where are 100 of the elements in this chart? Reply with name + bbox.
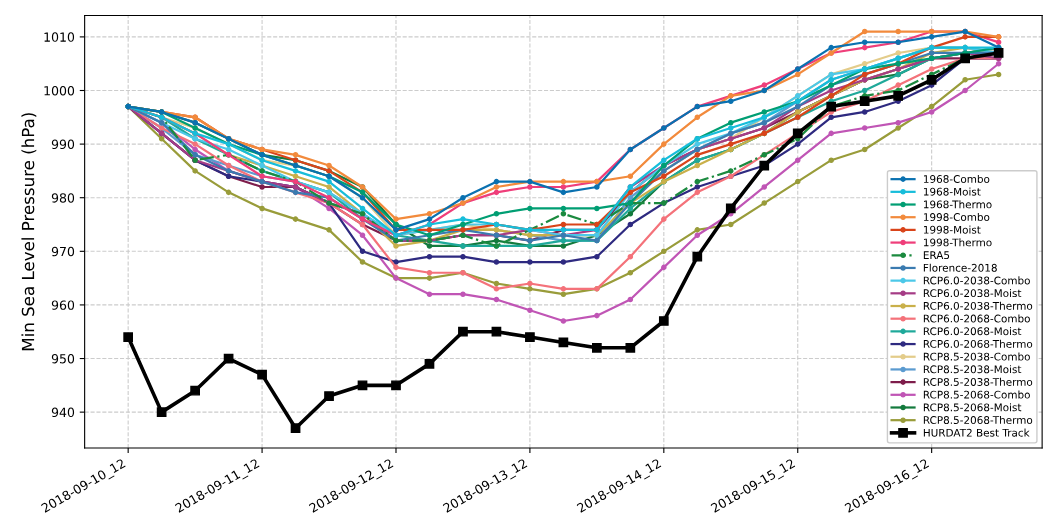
legend-label: RCP8.5-2038-Thermo xyxy=(923,377,1033,386)
point xyxy=(828,157,834,163)
point xyxy=(694,189,701,196)
point xyxy=(560,221,567,228)
point xyxy=(594,205,600,212)
legend-label: RCP8.5-2038-Combo xyxy=(923,352,1030,361)
legend-label: RCP6.0-2038-Moist xyxy=(923,289,1022,298)
point xyxy=(627,173,634,180)
legend-label: 1968-Moist xyxy=(923,187,981,196)
point xyxy=(326,227,332,233)
point xyxy=(560,259,567,265)
point xyxy=(895,50,901,56)
point xyxy=(794,157,801,163)
point xyxy=(560,318,567,324)
point xyxy=(861,60,868,67)
point xyxy=(426,269,433,276)
point xyxy=(560,286,567,292)
point xyxy=(426,253,433,260)
point xyxy=(527,286,533,292)
point xyxy=(393,259,399,265)
point xyxy=(460,253,466,260)
point xyxy=(527,205,533,212)
point xyxy=(895,125,901,131)
legend-label: Florence-2018 xyxy=(923,263,997,272)
point xyxy=(426,243,433,249)
point xyxy=(391,380,401,391)
y-axis-title: Min Sea Level Pressure (hPa) xyxy=(21,113,37,351)
point xyxy=(393,216,399,222)
point xyxy=(326,162,332,169)
point xyxy=(292,152,299,158)
point xyxy=(761,200,768,206)
point xyxy=(527,184,533,190)
point xyxy=(928,109,935,115)
point xyxy=(658,316,669,326)
legend-label: 1998-Moist xyxy=(923,225,981,234)
point xyxy=(326,184,332,190)
point xyxy=(694,152,701,158)
legend-label: RCP6.0-2038-Thermo xyxy=(923,301,1033,310)
point xyxy=(727,168,734,174)
point xyxy=(625,342,636,353)
point xyxy=(192,168,198,174)
point xyxy=(895,82,901,88)
point xyxy=(460,216,466,222)
point xyxy=(158,135,165,142)
legend-label: 1998-Combo xyxy=(923,212,990,221)
point xyxy=(661,264,667,271)
point xyxy=(962,87,968,94)
point xyxy=(694,162,701,169)
point xyxy=(426,216,433,222)
point xyxy=(493,178,500,185)
legend-label: RCP8.5-2068-Thermo xyxy=(923,415,1033,424)
point xyxy=(560,205,567,212)
point xyxy=(156,407,167,417)
legend-label: ERA5 xyxy=(923,251,950,260)
point xyxy=(627,211,634,217)
point xyxy=(426,291,433,297)
point xyxy=(694,114,701,121)
legend-label: 1968-Combo xyxy=(923,174,990,183)
point xyxy=(794,71,801,78)
point xyxy=(123,332,134,342)
point xyxy=(794,141,801,147)
point xyxy=(727,221,734,228)
point xyxy=(661,157,667,163)
point xyxy=(928,34,935,40)
point xyxy=(527,307,533,314)
point xyxy=(493,211,500,217)
point xyxy=(292,173,299,180)
point xyxy=(928,103,935,110)
point xyxy=(962,76,968,83)
point xyxy=(661,216,667,222)
legend-label: 1968-Thermo xyxy=(923,200,992,209)
point xyxy=(426,211,433,217)
point xyxy=(694,178,701,185)
point xyxy=(861,125,868,131)
point xyxy=(893,90,904,101)
legend-label: RCP6.0-2068-Moist xyxy=(923,327,1022,336)
point xyxy=(592,342,602,353)
point xyxy=(861,109,868,115)
point xyxy=(493,286,500,292)
point xyxy=(493,184,500,190)
point xyxy=(326,178,332,185)
point xyxy=(560,178,567,185)
point xyxy=(828,130,834,137)
point xyxy=(292,216,299,222)
point xyxy=(661,141,667,147)
point xyxy=(493,237,500,244)
point xyxy=(393,264,399,271)
point xyxy=(727,141,734,147)
point xyxy=(861,39,868,46)
point xyxy=(627,269,634,276)
point xyxy=(493,280,500,287)
y-tick-label: 1000 xyxy=(44,85,75,96)
point xyxy=(928,66,935,72)
legend-label: RCP6.0-2068-Thermo xyxy=(923,339,1033,348)
point xyxy=(527,259,533,265)
point xyxy=(560,243,567,249)
legend-label: RCP8.5-2038-Moist xyxy=(923,365,1022,374)
point xyxy=(493,189,500,196)
point xyxy=(560,189,567,196)
point xyxy=(861,28,868,35)
